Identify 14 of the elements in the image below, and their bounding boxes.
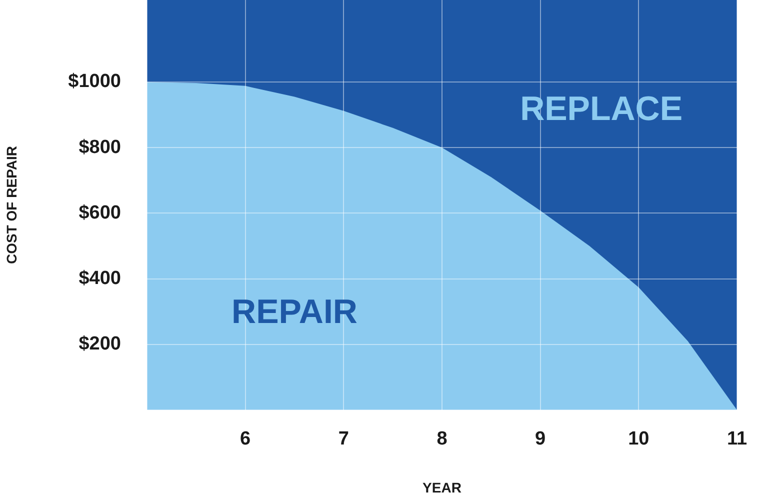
y-axis-title: COST OF REPAIR bbox=[3, 146, 20, 264]
x-axis-title: YEAR bbox=[422, 479, 462, 496]
annotation: REPAIR bbox=[232, 293, 358, 332]
x-tick-label: 10 bbox=[628, 428, 650, 450]
x-tick-label: 7 bbox=[338, 428, 349, 450]
y-tick-label: $800 bbox=[78, 136, 121, 158]
y-tick-label: $200 bbox=[78, 334, 121, 355]
x-tick-label: 8 bbox=[436, 428, 448, 450]
x-tick-label: 11 bbox=[726, 428, 748, 450]
y-tick-label: $600 bbox=[78, 202, 121, 224]
y-tick-label: $400 bbox=[78, 268, 121, 290]
y-tick-label: $1000 bbox=[68, 71, 121, 92]
x-tick-label: 6 bbox=[240, 428, 251, 450]
x-tick-label: 9 bbox=[535, 428, 546, 450]
